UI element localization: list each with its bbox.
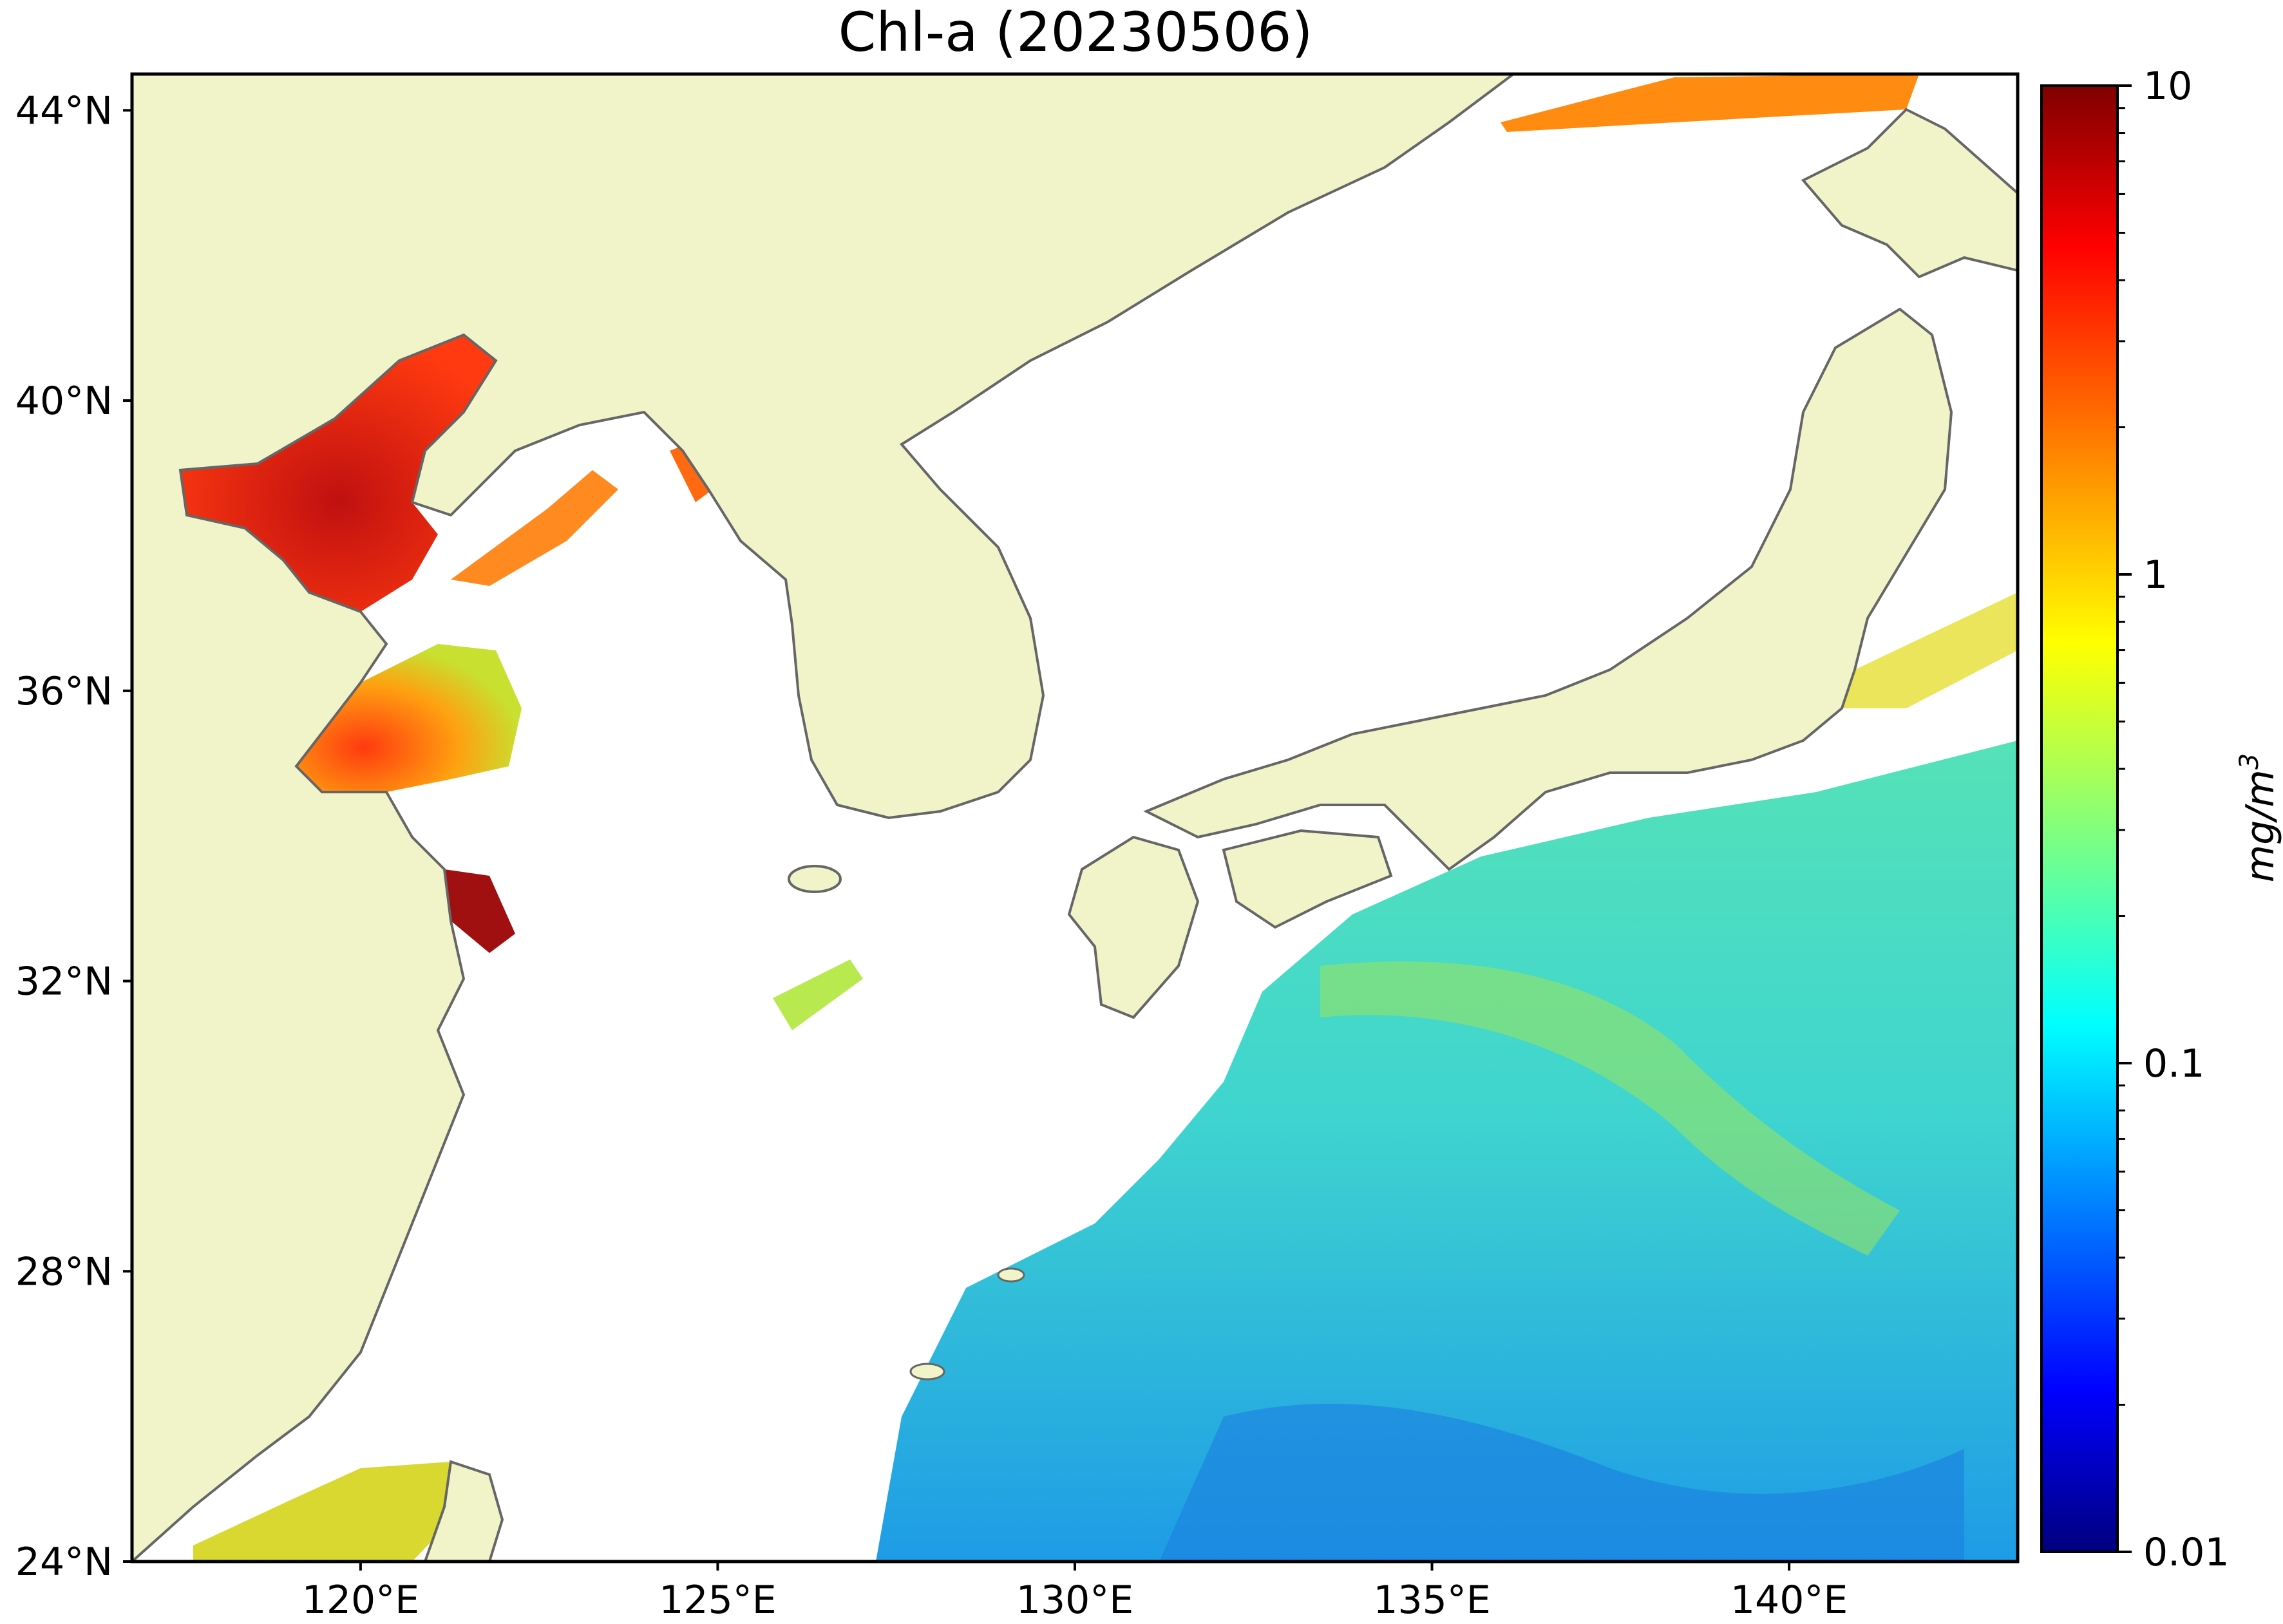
map-title: Chl-a (20230506) (838, 1, 1313, 64)
yellow-sea-bloom (296, 644, 522, 792)
pacific-deep-blue-patch (1159, 1403, 1964, 1562)
colorbar: 10 1 0.1 0.01 mg/m3 (2040, 64, 2283, 1575)
land-shikoku (1222, 829, 1393, 929)
colorbar-unit-label: mg/m3 (2235, 753, 2283, 883)
colorbar-tick-label: 0.1 (2143, 1041, 2204, 1086)
land-china (132, 74, 1516, 1562)
jiangsu-coastal-bloom (444, 869, 515, 953)
land-jeju (788, 865, 842, 893)
land-taiwan (423, 1460, 504, 1562)
colorbar-tick-label: 10 (2143, 64, 2192, 109)
lat-tick-label: 24°N (15, 1540, 113, 1585)
lat-tick-label: 32°N (15, 959, 113, 1005)
colorbar-ticks: 10 1 0.1 0.01 (2117, 64, 2230, 1575)
land-kyushu (1067, 835, 1200, 1019)
colorbar-tick-label: 1 (2143, 552, 2168, 598)
lat-tick-label: 36°N (15, 669, 113, 714)
land-hokkaido (1801, 108, 2018, 279)
liaodong-coastal-bloom (451, 470, 618, 586)
east-japan-coastal-bloom (1842, 592, 2018, 708)
bohai-sea-bloom (180, 335, 496, 612)
lon-tick-label: 120°E (302, 1578, 419, 1623)
east-china-sea-green-patch (773, 959, 863, 1030)
lon-tick-label: 135°E (1373, 1578, 1490, 1623)
lon-tick-label: 130°E (1016, 1578, 1133, 1623)
map-plot-area (132, 74, 2018, 1562)
lon-tick-label: 125°E (659, 1578, 776, 1623)
land-okinawa (909, 1363, 945, 1381)
land-honshu (1143, 307, 1953, 871)
kuroshio-green-band (1320, 961, 1900, 1256)
taiwan-strait-bloom (193, 1462, 477, 1562)
lon-tick-label: 140°E (1730, 1578, 1848, 1623)
pacific-chlorophyll-field (876, 741, 2018, 1562)
longitude-axis: 120°E 125°E 130°E 135°E 140°E (302, 1562, 1848, 1623)
colorbar-gradient (2040, 84, 2119, 1553)
colorbar-tick-label: 0.01 (2143, 1530, 2230, 1575)
latitude-axis: 24°N 28°N 32°N 36°N 40°N 44°N (15, 88, 132, 1585)
lat-tick-label: 44°N (15, 88, 113, 133)
land-amami (997, 1267, 1025, 1283)
okhotsk-coastal-bloom (1501, 74, 1919, 132)
lat-tick-label: 28°N (15, 1249, 113, 1294)
lat-tick-label: 40°N (15, 379, 113, 424)
